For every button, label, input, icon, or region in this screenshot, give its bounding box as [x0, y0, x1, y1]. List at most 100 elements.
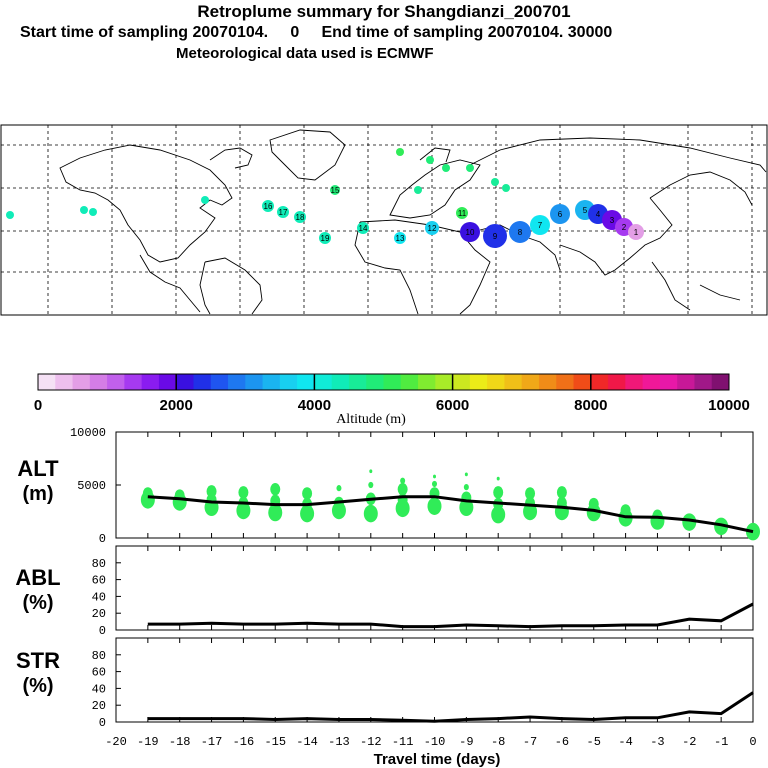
x-tick-label: -11	[392, 735, 414, 749]
plume-label: 18	[296, 213, 305, 222]
plume-marker	[394, 232, 406, 244]
altitude-scatter-point	[397, 482, 408, 496]
plume-marker	[294, 211, 306, 223]
altitude-scatter-point	[336, 485, 342, 492]
plume-label: 9	[493, 232, 498, 241]
x-tick-label: 0	[749, 735, 756, 749]
altitude-scatter-point	[525, 487, 536, 500]
plume-label: 14	[359, 224, 368, 233]
altitude-scatter-point	[620, 504, 631, 517]
colorbar-swatch	[176, 374, 194, 390]
colorbar-swatch	[538, 374, 557, 390]
colorbar-swatch	[297, 374, 315, 390]
plume-marker	[491, 178, 499, 186]
altitude-scatter-point	[496, 476, 500, 481]
colorbar-swatch	[573, 374, 592, 390]
colorbar-swatch	[711, 374, 730, 390]
panel-label: ABL	[15, 565, 60, 590]
x-axis-label: Travel time (days)	[374, 751, 501, 768]
plume-marker	[262, 200, 274, 212]
colorbar-swatch	[694, 374, 713, 390]
colorbar-swatch	[659, 374, 678, 390]
colorbar-tick-label: 10000	[708, 397, 750, 414]
altitude-scatter-point	[491, 505, 506, 524]
map-frame	[0, 124, 768, 316]
plume-marker	[509, 221, 531, 243]
series-line	[147, 691, 754, 723]
altitude-scatter-point	[682, 513, 697, 531]
plume-marker	[414, 186, 422, 194]
altitude-colorbar: 0 2000 4000 6000 8000 10000	[34, 373, 750, 414]
colorbar-swatch	[642, 374, 661, 390]
altitude-scatter-point	[652, 509, 663, 522]
plume-marker	[89, 208, 97, 216]
plume-marker	[456, 207, 468, 219]
altitude-scatter-point	[556, 486, 567, 499]
colorbar-swatch	[331, 374, 350, 390]
x-tick-label: -9	[459, 735, 473, 749]
colorbar-tick-label: 4000	[298, 397, 331, 414]
y-tick-label: 40	[92, 682, 106, 696]
colorbar-swatch	[366, 374, 384, 390]
panel-label: STR	[16, 648, 60, 673]
colorbar-swatch	[210, 374, 229, 390]
plume-marker	[319, 232, 331, 244]
colorbar-swatch	[435, 374, 454, 390]
panel-label: ALT	[17, 456, 59, 481]
plume-marker	[442, 164, 450, 172]
panel-abl: 0 20 40 60 80 ABL(%)	[15, 545, 754, 638]
time-series-panels: 0500010000ALT(m)020406080ABL(%)020406080…	[15, 426, 760, 749]
x-axis-ticks: -20 -19 -18 -17 -16 -15 -14 -13 -12 -11 -10 -9 -8 -7-…	[105, 735, 756, 749]
altitude-scatter-point	[369, 469, 373, 474]
x-tick-label: -20	[105, 735, 127, 749]
x-tick-label: -6	[555, 735, 569, 749]
altitude-scatter-point	[432, 480, 437, 488]
x-tick-label: -4	[618, 735, 632, 749]
altitude-scatter-point	[363, 504, 378, 523]
plume-marker	[426, 156, 434, 164]
plume-marker	[357, 222, 369, 234]
plume-marker	[6, 211, 14, 219]
y-tick-label: 5000	[77, 479, 106, 493]
x-tick-label: -12	[360, 735, 382, 749]
colorbar-swatch	[348, 374, 367, 390]
y-tick-label: 20	[92, 699, 106, 713]
altitude-scatter-point	[433, 474, 436, 479]
colorbar-swatch	[469, 374, 488, 390]
y-tick-label: 80	[92, 557, 106, 571]
plume-marker	[628, 224, 644, 240]
colorbar-swatch	[521, 374, 540, 390]
plume-marker	[460, 222, 480, 242]
panel-unit: (%)	[22, 675, 53, 697]
panel-frame	[115, 545, 754, 631]
series-line	[147, 495, 754, 534]
colorbar-swatch	[314, 374, 333, 390]
plume-marker	[277, 206, 289, 218]
colorbar-swatch	[452, 374, 471, 390]
colorbar-swatch	[107, 374, 125, 390]
y-tick-label: 0	[99, 532, 106, 546]
plume-label: 17	[279, 208, 288, 217]
plume-label: 7	[538, 221, 543, 230]
colorbar-swatch	[262, 374, 281, 390]
colorbar-tick-label: 2000	[160, 397, 193, 414]
x-tick-label: -16	[233, 735, 255, 749]
plume-label: 6	[558, 210, 563, 219]
colorbar-swatch	[677, 374, 695, 390]
altitude-scatter-point	[746, 522, 760, 541]
plume-marker	[80, 206, 88, 214]
x-tick-label: -5	[587, 735, 601, 749]
plume-label: 10	[466, 228, 475, 237]
colorbar-swatch	[158, 374, 177, 390]
colorbar-swatch	[608, 374, 626, 390]
x-tick-label: -13	[328, 735, 350, 749]
y-tick-label: 20	[92, 607, 106, 621]
altitude-scatter-point	[206, 485, 217, 498]
plume-label: 3	[610, 216, 615, 225]
colorbar-swatch	[141, 374, 160, 390]
y-tick-label: 60	[92, 574, 106, 588]
x-tick-label: -8	[491, 735, 505, 749]
altitude-scatter-point	[238, 486, 249, 499]
